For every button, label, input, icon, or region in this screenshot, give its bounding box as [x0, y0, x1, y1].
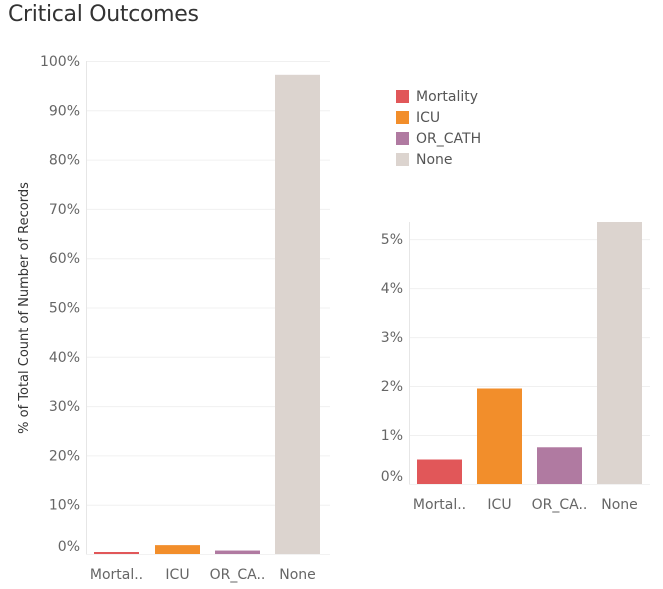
right-bar-1 [477, 388, 522, 484]
legend-label: None [416, 151, 453, 168]
left-x-tick-label: None [279, 567, 316, 583]
left-y-tick-label: 10% [49, 498, 80, 514]
right-bar-3 [597, 222, 642, 484]
legend-item-none[interactable]: None [396, 149, 481, 170]
right-y-tick-label: 4% [381, 281, 403, 297]
legend-swatch [396, 153, 409, 166]
left-y-tick-label: 20% [49, 448, 80, 464]
legend-swatch [396, 111, 409, 124]
left-bar-0 [94, 552, 139, 554]
right-x-tick-label: Mortal.. [413, 497, 466, 513]
left-bar-2 [215, 550, 260, 554]
right-bar-0 [417, 459, 462, 484]
right-x-tick-label: OR_CA.. [532, 497, 588, 513]
left-y-tick-label: 30% [49, 399, 80, 415]
legend-swatch [396, 90, 409, 103]
left-y-tick-label: 0% [58, 539, 80, 555]
right-y-tick-label: 3% [381, 330, 403, 346]
left-y-tick-label: 80% [49, 153, 80, 169]
legend-label: ICU [416, 109, 441, 126]
left-y-tick-label: 50% [49, 301, 80, 317]
legend-item-or-cath[interactable]: OR_CATH [396, 128, 481, 149]
left-bar-1 [155, 545, 200, 554]
right-y-tick-label: 5% [381, 232, 403, 248]
left-y-tick-label: 40% [49, 350, 80, 366]
left-bar-3 [275, 74, 320, 554]
right-x-tick-label: None [601, 497, 638, 513]
legend-item-mortality[interactable]: Mortality [396, 86, 481, 107]
left-y-tick-label: 70% [49, 202, 80, 218]
left-y-tick-label: 60% [49, 251, 80, 267]
right-y-tick-label: 1% [381, 428, 403, 444]
legend-swatch [396, 132, 409, 145]
left-y-axis-label: % of Total Count of Number of Records [17, 182, 32, 434]
left-x-tick-label: Mortal.. [90, 567, 143, 583]
left-x-tick-label: OR_CA.. [210, 567, 266, 583]
right-y-tick-label: 0% [381, 469, 403, 485]
right-y-tick-label: 2% [381, 379, 403, 395]
right-x-tick-label: ICU [487, 497, 511, 513]
left-y-tick-label: 100% [40, 54, 80, 70]
legend-label: Mortality [416, 88, 479, 105]
left-y-tick-label: 90% [49, 103, 80, 119]
legend: Mortality ICU OR_CATH None [396, 86, 481, 170]
right-bar-2 [537, 447, 582, 484]
chart-title: Critical Outcomes [8, 2, 199, 27]
left-x-tick-label: ICU [165, 567, 189, 583]
legend-item-icu[interactable]: ICU [396, 107, 481, 128]
legend-label: OR_CATH [416, 130, 482, 147]
